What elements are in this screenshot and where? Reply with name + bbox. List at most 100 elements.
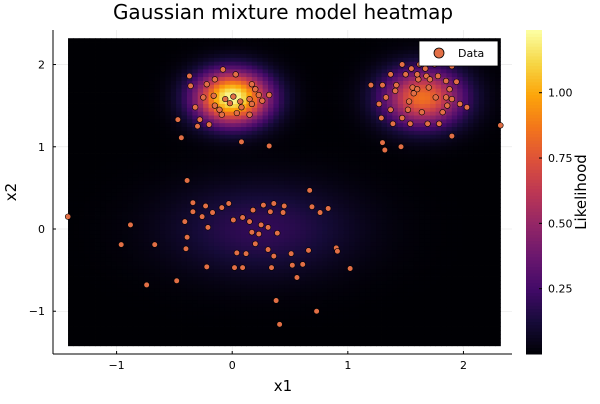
heatmap-cell <box>176 269 182 273</box>
heatmap-cell <box>138 327 144 331</box>
heatmap-cell <box>376 146 382 150</box>
heatmap-cell <box>90 273 96 277</box>
heatmap-cell <box>100 280 106 284</box>
heatmap-cell <box>165 161 171 165</box>
heatmap-cell <box>241 338 247 342</box>
heatmap-cell <box>171 269 177 273</box>
heatmap-cell <box>236 154 242 158</box>
heatmap-cell <box>122 184 128 188</box>
heatmap-cell <box>279 54 285 58</box>
heatmap-cell <box>68 207 74 211</box>
heatmap-cell <box>236 150 242 154</box>
heatmap-cell <box>111 334 117 338</box>
heatmap-cell <box>257 254 263 258</box>
heatmap-cell <box>387 223 393 227</box>
heatmap-cell <box>73 296 79 300</box>
heatmap-cell <box>203 219 209 223</box>
heatmap-cell <box>95 288 101 292</box>
heatmap-cell <box>165 315 171 319</box>
heatmap-cell <box>100 88 106 92</box>
heatmap-cell <box>290 319 296 323</box>
heatmap-cell <box>219 119 225 123</box>
heatmap-cell <box>111 315 117 319</box>
heatmap-cell <box>160 154 166 158</box>
heatmap-cell <box>327 296 333 300</box>
heatmap-cell <box>138 227 144 231</box>
heatmap-cell <box>165 38 171 42</box>
heatmap-cell <box>84 273 90 277</box>
heatmap-cell <box>398 273 404 277</box>
heatmap-cell <box>149 177 155 181</box>
heatmap-cell <box>349 300 355 304</box>
heatmap-cell <box>117 284 123 288</box>
heatmap-cell <box>284 146 290 150</box>
heatmap-cell <box>322 84 328 88</box>
heatmap-cell <box>219 319 225 323</box>
heatmap-cell <box>127 50 133 54</box>
heatmap-cell <box>317 330 323 334</box>
heatmap-cell <box>111 92 117 96</box>
heatmap-cell <box>241 327 247 331</box>
heatmap-cell <box>349 207 355 211</box>
heatmap-cell <box>344 211 350 215</box>
heatmap-cell <box>246 180 252 184</box>
heatmap-cell <box>349 173 355 177</box>
heatmap-cell <box>273 261 279 265</box>
heatmap-cell <box>111 61 117 65</box>
heatmap-cell <box>117 69 123 73</box>
heatmap-cell <box>268 234 274 238</box>
heatmap-cell <box>279 238 285 242</box>
heatmap-cell <box>306 73 312 77</box>
heatmap-cell <box>127 207 133 211</box>
heatmap-cell <box>257 273 263 277</box>
heatmap-cell <box>241 319 247 323</box>
heatmap-cell <box>317 77 323 81</box>
heatmap-cell <box>90 134 96 138</box>
heatmap-cell <box>79 38 85 42</box>
heatmap-cell <box>203 338 209 342</box>
heatmap-cell <box>241 284 247 288</box>
heatmap-cell <box>198 261 204 265</box>
heatmap-cell <box>333 180 339 184</box>
heatmap-cell <box>300 330 306 334</box>
heatmap-cell <box>338 296 344 300</box>
heatmap-cell <box>382 104 388 108</box>
heatmap-cell <box>300 127 306 131</box>
heatmap-cell <box>160 261 166 265</box>
heatmap-cell <box>219 273 225 277</box>
heatmap-cell <box>252 215 258 219</box>
heatmap-cell <box>306 284 312 288</box>
heatmap-cell <box>165 96 171 100</box>
heatmap-cell <box>236 303 242 307</box>
heatmap-cell <box>333 177 339 181</box>
heatmap-cell <box>398 207 404 211</box>
heatmap-cell <box>160 138 166 142</box>
heatmap-cell <box>149 188 155 192</box>
heatmap-cell <box>241 65 247 69</box>
heatmap-cell <box>84 165 90 169</box>
heatmap-cell <box>311 96 317 100</box>
heatmap-cell <box>295 227 301 231</box>
heatmap-cell <box>371 303 377 307</box>
heatmap-cell <box>127 334 133 338</box>
heatmap-cell <box>182 342 188 346</box>
heatmap-cell <box>349 257 355 261</box>
heatmap-cell <box>165 273 171 277</box>
heatmap-cell <box>268 154 274 158</box>
heatmap-cell <box>257 269 263 273</box>
heatmap-cell <box>171 54 177 58</box>
heatmap-cell <box>230 303 236 307</box>
heatmap-cell <box>165 338 171 342</box>
heatmap-cell <box>349 38 355 42</box>
heatmap-cell <box>117 61 123 65</box>
heatmap-cell <box>171 107 177 111</box>
heatmap-cell <box>349 338 355 342</box>
heatmap-cell <box>311 315 317 319</box>
heatmap-cell <box>295 157 301 161</box>
heatmap-cell <box>198 223 204 227</box>
heatmap-cell <box>257 150 263 154</box>
heatmap-cell <box>133 73 139 77</box>
heatmap-cell <box>241 77 247 81</box>
heatmap-cell <box>279 88 285 92</box>
heatmap-cell <box>387 138 393 142</box>
